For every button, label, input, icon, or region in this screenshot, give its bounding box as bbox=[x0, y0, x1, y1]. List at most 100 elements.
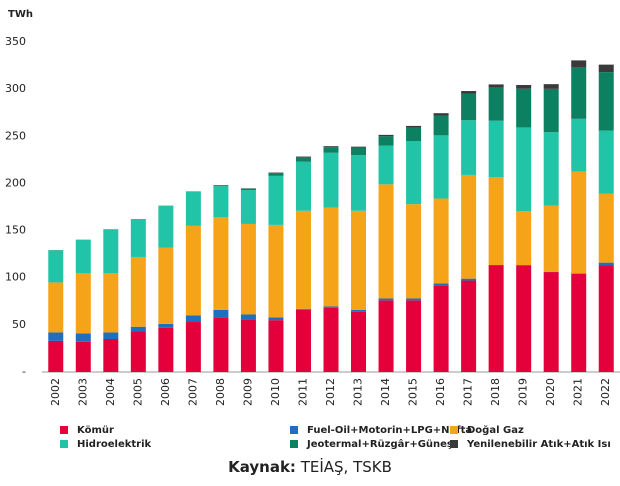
y-tick-label: 100 bbox=[5, 271, 26, 284]
bar-segment bbox=[378, 136, 394, 146]
bar-segment bbox=[323, 306, 339, 308]
bar-segment bbox=[406, 298, 422, 301]
bar-segment bbox=[488, 84, 504, 88]
bar-segment bbox=[268, 175, 284, 225]
x-tick-label: 2009 bbox=[241, 378, 254, 406]
bar-segment bbox=[406, 125, 422, 128]
x-tick-label: 2019 bbox=[517, 378, 530, 406]
bar-segment bbox=[240, 314, 256, 320]
bar-segment bbox=[213, 317, 229, 372]
bar-segment bbox=[268, 320, 284, 372]
bar-segment bbox=[598, 72, 614, 131]
legend-swatch bbox=[450, 426, 458, 434]
bar-segment bbox=[130, 219, 146, 257]
x-tick-label: 2012 bbox=[324, 378, 337, 406]
bar-segment bbox=[295, 161, 311, 211]
bar-segment bbox=[351, 210, 367, 310]
bar-segment bbox=[130, 326, 146, 332]
legend-swatch bbox=[290, 426, 298, 434]
bar-segment bbox=[571, 60, 587, 67]
bar-segment bbox=[295, 309, 311, 372]
bar-segment bbox=[488, 87, 504, 121]
x-tick-label: 2010 bbox=[269, 378, 282, 406]
legend-label: Doğal Gaz bbox=[467, 424, 524, 436]
bar-segment bbox=[295, 308, 311, 310]
bar-segment bbox=[516, 88, 532, 128]
bar-segment bbox=[543, 205, 559, 272]
bar-segment bbox=[461, 120, 477, 175]
bar-segment bbox=[323, 146, 339, 148]
y-axis-label: TWh bbox=[8, 9, 33, 20]
x-tick-label: 2007 bbox=[186, 378, 199, 406]
legend-label: Kömür bbox=[77, 425, 114, 436]
bar-segment bbox=[75, 273, 91, 334]
x-tick-label: 2021 bbox=[572, 378, 585, 406]
bar-segment bbox=[48, 332, 64, 341]
bar-segment bbox=[406, 204, 422, 299]
y-tick-label: 300 bbox=[5, 82, 26, 95]
bar-segment bbox=[351, 155, 367, 211]
bar-segment bbox=[461, 280, 477, 372]
legend-label: Hidroelektrik bbox=[77, 439, 152, 450]
bar-segment bbox=[571, 273, 587, 372]
legend-label: Fuel-Oil+Motorin+LPG+Nafta bbox=[307, 425, 472, 436]
bar-segment bbox=[185, 322, 201, 372]
bar-segment bbox=[461, 91, 477, 94]
x-tick-label: 2004 bbox=[104, 378, 117, 406]
bar-segment bbox=[103, 339, 119, 372]
bar-segment bbox=[158, 327, 174, 372]
bar-segment bbox=[378, 298, 394, 301]
bar-segment bbox=[406, 141, 422, 205]
bar-segment bbox=[433, 115, 449, 136]
bar-segment bbox=[213, 217, 229, 310]
bar-segment bbox=[323, 152, 339, 208]
bar-segment bbox=[543, 272, 559, 372]
bar-segment bbox=[516, 211, 532, 266]
bar-segment bbox=[103, 229, 119, 273]
x-tick-label: 2018 bbox=[489, 378, 502, 406]
bar-segment bbox=[158, 247, 174, 324]
bar-segment bbox=[351, 309, 367, 312]
legend-swatch bbox=[290, 440, 298, 448]
bar-segment bbox=[378, 184, 394, 299]
x-tick-label: 2015 bbox=[407, 378, 420, 406]
bar-segment bbox=[295, 157, 311, 162]
y-tick-label: 150 bbox=[5, 224, 26, 237]
bar-segment bbox=[433, 113, 449, 116]
legend-label: Yenilenebilir Atık+Atık Isı bbox=[466, 439, 611, 450]
bar-segment bbox=[103, 273, 119, 333]
bar-segment bbox=[185, 315, 201, 323]
bar-segment bbox=[185, 225, 201, 316]
bar-segment bbox=[240, 188, 256, 191]
bar-segment bbox=[351, 147, 367, 156]
bar-segment bbox=[158, 206, 174, 248]
bar-segment bbox=[598, 193, 614, 263]
x-tick-label: 2022 bbox=[599, 378, 612, 406]
bar-segment bbox=[488, 120, 504, 178]
bar-segment bbox=[406, 300, 422, 372]
bar-segment bbox=[543, 88, 559, 133]
bar-segment bbox=[351, 146, 367, 148]
x-tick-label: 2014 bbox=[379, 378, 392, 406]
source-label: Kaynak: bbox=[228, 458, 296, 476]
bar-segment bbox=[213, 309, 229, 318]
bar-segment bbox=[378, 300, 394, 372]
source: Kaynak: TEİAŞ, TSKB bbox=[228, 457, 392, 476]
bar-segment bbox=[488, 177, 504, 265]
legend-swatch bbox=[450, 440, 458, 448]
y-tick-label: - bbox=[22, 365, 26, 378]
bar-segment bbox=[323, 147, 339, 153]
bar-segment bbox=[571, 66, 587, 119]
x-tick-label: 2016 bbox=[434, 378, 447, 406]
bar-segment bbox=[461, 278, 477, 281]
bar-segment bbox=[571, 118, 587, 172]
y-tick-label: 250 bbox=[5, 129, 26, 142]
bar-segment bbox=[185, 191, 201, 226]
y-tick-label: 200 bbox=[5, 176, 26, 189]
legend-label: Jeotermal+Rüzgâr+Güneş bbox=[306, 438, 453, 450]
bar-segment bbox=[130, 331, 146, 372]
x-tick-label: 2011 bbox=[296, 378, 309, 406]
bar-segment bbox=[103, 332, 119, 339]
y-tick-label: 350 bbox=[5, 35, 26, 48]
bar-segment bbox=[75, 240, 91, 273]
